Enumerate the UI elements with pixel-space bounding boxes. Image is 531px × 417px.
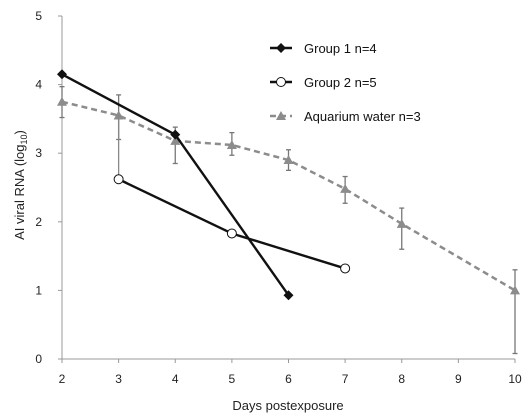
data-point xyxy=(226,228,237,239)
data-point xyxy=(113,174,124,185)
data-point xyxy=(226,139,237,149)
y-axis-title-subscript: 10 xyxy=(19,134,29,144)
y-ticks: 0 1 2 3 4 5 xyxy=(35,9,62,366)
y-axis-title: AI viral RNA (log10) xyxy=(12,130,29,240)
data-point xyxy=(170,135,181,145)
data-point xyxy=(283,155,294,165)
legend-swatch-marker xyxy=(276,77,286,87)
series-1 xyxy=(57,69,294,301)
x-tick-label: 2 xyxy=(59,372,66,386)
series-layer xyxy=(57,69,520,355)
legend-swatch-marker xyxy=(276,111,286,120)
series-line xyxy=(61,73,290,296)
x-tick-label: 6 xyxy=(285,372,292,386)
data-point xyxy=(340,263,351,274)
axes xyxy=(61,16,515,360)
legend: Group 1 n=4 Group 2 n=5 Aquarium water n=3 xyxy=(270,41,421,124)
data-point xyxy=(340,183,351,193)
x-tick-label: 9 xyxy=(455,372,462,386)
x-ticks: 2 3 4 5 6 7 8 9 10 xyxy=(59,359,522,386)
legend-swatch-marker xyxy=(276,43,286,53)
y-axis-title-close: ) xyxy=(12,130,27,134)
y-tick-label: 0 xyxy=(35,352,42,366)
y-tick-label: 5 xyxy=(35,9,42,23)
data-point xyxy=(57,96,67,106)
data-point xyxy=(283,290,294,301)
series-3 xyxy=(57,86,520,355)
y-tick-label: 4 xyxy=(35,78,42,92)
y-tick-label: 3 xyxy=(35,146,42,160)
x-tick-label: 8 xyxy=(398,372,405,386)
legend-label: Group 1 n=4 xyxy=(304,41,377,56)
x-axis-title: Days postexposure xyxy=(232,398,343,413)
data-point xyxy=(170,129,181,140)
legend-item: Group 1 n=4 xyxy=(270,41,377,56)
data-point xyxy=(510,285,520,295)
y-tick-label: 1 xyxy=(35,283,42,297)
legend-label: Group 2 n=5 xyxy=(304,75,377,90)
series-line xyxy=(118,178,346,270)
x-tick-label: 3 xyxy=(115,372,122,386)
x-tick-label: 4 xyxy=(172,372,179,386)
x-tick-label: 7 xyxy=(342,372,349,386)
data-point xyxy=(396,218,407,228)
y-tick-label: 2 xyxy=(35,215,42,229)
y-axis-title-main: AI viral RNA (log xyxy=(12,144,27,239)
x-tick-label: 5 xyxy=(229,372,236,386)
legend-item: Aquarium water n=3 xyxy=(270,109,421,124)
legend-item: Group 2 n=5 xyxy=(270,75,377,90)
series-2 xyxy=(113,114,351,274)
x-tick-label: 10 xyxy=(508,372,522,386)
data-point xyxy=(57,69,67,80)
series-line xyxy=(61,100,516,292)
legend-label: Aquarium water n=3 xyxy=(304,109,421,124)
